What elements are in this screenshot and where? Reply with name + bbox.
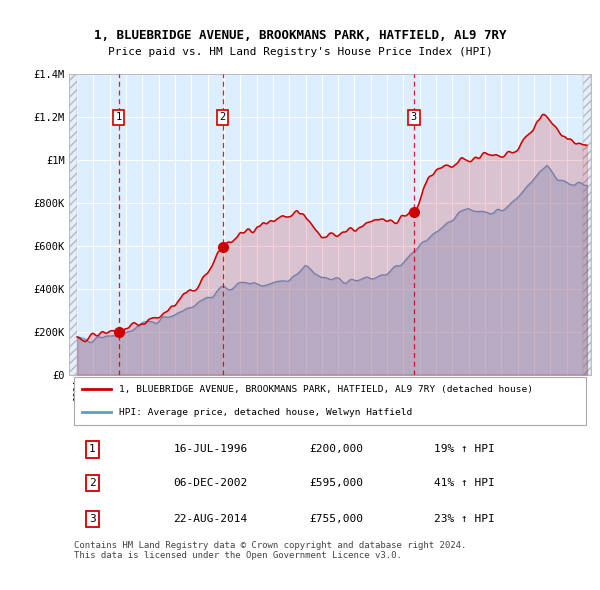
Text: Price paid vs. HM Land Registry's House Price Index (HPI): Price paid vs. HM Land Registry's House … [107, 47, 493, 57]
Text: 23% ↑ HPI: 23% ↑ HPI [434, 514, 495, 524]
Text: £200,000: £200,000 [309, 444, 363, 454]
Text: 2: 2 [220, 112, 226, 122]
Bar [583, 74, 591, 375]
Bar [69, 74, 77, 375]
Text: 06-DEC-2002: 06-DEC-2002 [173, 478, 248, 488]
Text: 16-JUL-1996: 16-JUL-1996 [173, 444, 248, 454]
Text: 3: 3 [411, 112, 417, 122]
Text: 22-AUG-2014: 22-AUG-2014 [173, 514, 248, 524]
FancyBboxPatch shape [74, 377, 586, 425]
Text: 3: 3 [89, 514, 96, 524]
Text: 41% ↑ HPI: 41% ↑ HPI [434, 478, 495, 488]
Text: 1, BLUEBRIDGE AVENUE, BROOKMANS PARK, HATFIELD, AL9 7RY (detached house): 1, BLUEBRIDGE AVENUE, BROOKMANS PARK, HA… [119, 385, 533, 394]
Text: 2: 2 [89, 478, 96, 488]
Text: £595,000: £595,000 [309, 478, 363, 488]
Text: £755,000: £755,000 [309, 514, 363, 524]
Text: 1: 1 [89, 444, 96, 454]
Text: 1: 1 [115, 112, 122, 122]
Text: Contains HM Land Registry data © Crown copyright and database right 2024.
This d: Contains HM Land Registry data © Crown c… [74, 541, 467, 560]
Text: 19% ↑ HPI: 19% ↑ HPI [434, 444, 495, 454]
Text: 1, BLUEBRIDGE AVENUE, BROOKMANS PARK, HATFIELD, AL9 7RY: 1, BLUEBRIDGE AVENUE, BROOKMANS PARK, HA… [94, 29, 506, 42]
Text: HPI: Average price, detached house, Welwyn Hatfield: HPI: Average price, detached house, Welw… [119, 408, 412, 417]
